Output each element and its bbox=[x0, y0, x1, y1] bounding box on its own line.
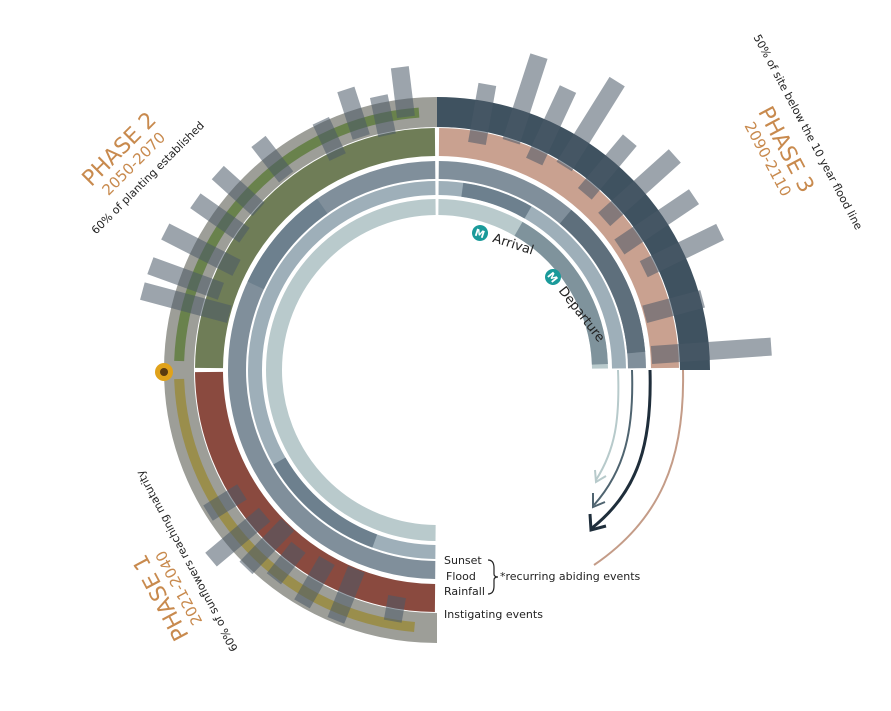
radial-bar bbox=[650, 337, 772, 364]
radial-bar bbox=[251, 135, 294, 183]
ring-segment bbox=[247, 198, 328, 290]
radial-bar bbox=[390, 66, 415, 118]
ring-segment bbox=[265, 199, 436, 541]
ring-segment bbox=[273, 457, 378, 548]
metro-icon-text: M bbox=[473, 228, 486, 242]
radial-bar bbox=[140, 282, 232, 324]
radial-bar bbox=[203, 484, 247, 521]
radial-bar bbox=[468, 82, 497, 146]
radial-bar bbox=[526, 85, 577, 166]
arrow-head bbox=[588, 513, 607, 532]
radial-bar bbox=[642, 290, 705, 324]
radial-bar bbox=[556, 76, 625, 172]
arrows bbox=[588, 369, 685, 566]
radial-bar bbox=[211, 165, 265, 217]
radial-bar bbox=[337, 86, 370, 140]
radial-bar bbox=[639, 223, 725, 278]
legend-abiding-note: *recurring abiding events bbox=[500, 570, 641, 583]
metro-icon bbox=[472, 225, 488, 241]
arrow bbox=[591, 369, 652, 530]
radial-bar bbox=[239, 518, 295, 575]
sunflower-center bbox=[160, 368, 168, 376]
brace bbox=[487, 559, 499, 595]
radial-bar bbox=[577, 134, 637, 200]
ring-segment bbox=[514, 221, 608, 365]
phase-3-label: PHASE 3 2090-2110 50% of site below the … bbox=[741, 32, 865, 232]
radial-bar bbox=[312, 116, 346, 161]
legend-sunset: Sunset bbox=[444, 554, 482, 567]
arrow bbox=[593, 369, 634, 506]
radial-bar bbox=[383, 594, 406, 623]
radial-bars bbox=[140, 53, 772, 624]
phase-2-label: PHASE 2 2050-2070 60% of planting establ… bbox=[78, 108, 207, 237]
arrow bbox=[593, 369, 685, 566]
arrow-head bbox=[592, 493, 606, 509]
legend-instigating: Instigating events bbox=[444, 608, 543, 621]
radial-bar bbox=[294, 556, 335, 609]
ring-segment bbox=[559, 209, 646, 354]
radial-bar bbox=[266, 541, 306, 585]
ring-segment bbox=[174, 378, 415, 632]
radial-bar bbox=[190, 193, 250, 243]
radial-bar bbox=[161, 223, 241, 276]
metro-icon bbox=[545, 269, 561, 285]
arrow-head bbox=[594, 469, 607, 484]
radial-bar bbox=[147, 257, 224, 300]
radial-bar bbox=[614, 189, 700, 255]
radial-bar bbox=[598, 149, 681, 227]
radial-bar bbox=[205, 507, 271, 567]
ring-segment bbox=[228, 161, 436, 579]
arrow bbox=[595, 369, 620, 481]
radial-bar bbox=[327, 565, 365, 624]
legend-rainfall: Rainfall bbox=[444, 585, 485, 598]
ring-segment bbox=[461, 182, 532, 219]
radial-bar bbox=[369, 94, 396, 138]
legend-flood: Flood bbox=[446, 570, 476, 583]
radial-bar bbox=[502, 53, 548, 145]
